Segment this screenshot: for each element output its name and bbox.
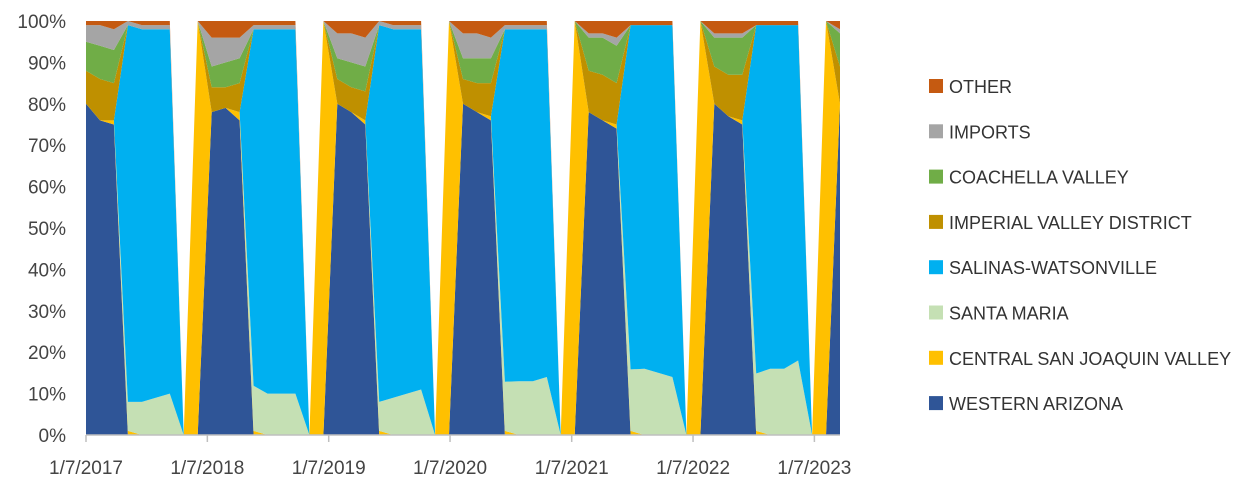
area-santa-maria xyxy=(86,21,840,435)
y-tick-label: 90% xyxy=(28,53,66,74)
x-tick-label: 1/7/2022 xyxy=(656,458,730,479)
x-tick-label: 1/7/2019 xyxy=(292,458,366,479)
x-tick-label: 1/7/2018 xyxy=(170,458,244,479)
y-tick-label: 10% xyxy=(28,385,66,406)
legend-label-central-san-joaquin-valley: CENTRAL SAN JOAQUIN VALLEY xyxy=(949,349,1231,369)
x-tick-label: 1/7/2017 xyxy=(49,458,123,479)
area-imperial-valley-district xyxy=(86,21,840,435)
area-western-arizona xyxy=(86,103,840,436)
legend-label-imports: IMPORTS xyxy=(949,122,1031,142)
legend-label-other: OTHER xyxy=(949,77,1012,97)
legend-swatch-other xyxy=(929,79,943,93)
legend-swatch-santa-maria xyxy=(929,305,943,320)
legend: OTHER IMPORTS COACHELLA VALLEY IMPERIAL VAL… xyxy=(929,77,1231,414)
legend-swatch-imperial-valley-district xyxy=(929,214,943,229)
x-tick-label: 1/7/2023 xyxy=(777,458,851,479)
legend-label-santa-maria: SANTA MARIA xyxy=(949,304,1069,324)
y-tick-label: 100% xyxy=(17,12,66,33)
legend-swatch-imports xyxy=(929,124,943,139)
area-salinas-watsonville xyxy=(86,21,840,435)
y-tick-label: 70% xyxy=(28,136,66,157)
y-tick-label: 40% xyxy=(28,260,66,281)
y-tick-label: 50% xyxy=(28,219,66,240)
legend-swatch-salinas-watsonville xyxy=(929,260,943,275)
y-tick-label: 0% xyxy=(39,426,67,447)
axes: 0% 10% 20% 30% 40% 50% 60% 70% 80% 90% 100% 1/7/201… xyxy=(17,12,851,479)
legend-label-western-arizona: WESTERN ARIZONA xyxy=(949,394,1123,414)
y-tick-label: 30% xyxy=(28,302,66,323)
legend-label-salinas-watsonville: SALINAS-WATSONVILLE xyxy=(949,258,1157,278)
x-tick-label: 1/7/2021 xyxy=(535,458,609,479)
y-tick-label: 20% xyxy=(28,343,66,364)
legend-swatch-coachella-valley xyxy=(929,169,943,184)
legend-label-coachella-valley: COACHELLA VALLEY xyxy=(949,168,1129,188)
y-tick-label: 80% xyxy=(28,95,66,116)
legend-swatch-western-arizona xyxy=(929,396,943,411)
legend-label-imperial-valley-district: IMPERIAL VALLEY DISTRICT xyxy=(949,213,1192,233)
x-tick-label: 1/7/2020 xyxy=(413,458,487,479)
y-tick-label: 60% xyxy=(28,178,66,199)
plot-area xyxy=(86,21,840,436)
legend-swatch-central-san-joaquin-valley xyxy=(929,350,943,365)
